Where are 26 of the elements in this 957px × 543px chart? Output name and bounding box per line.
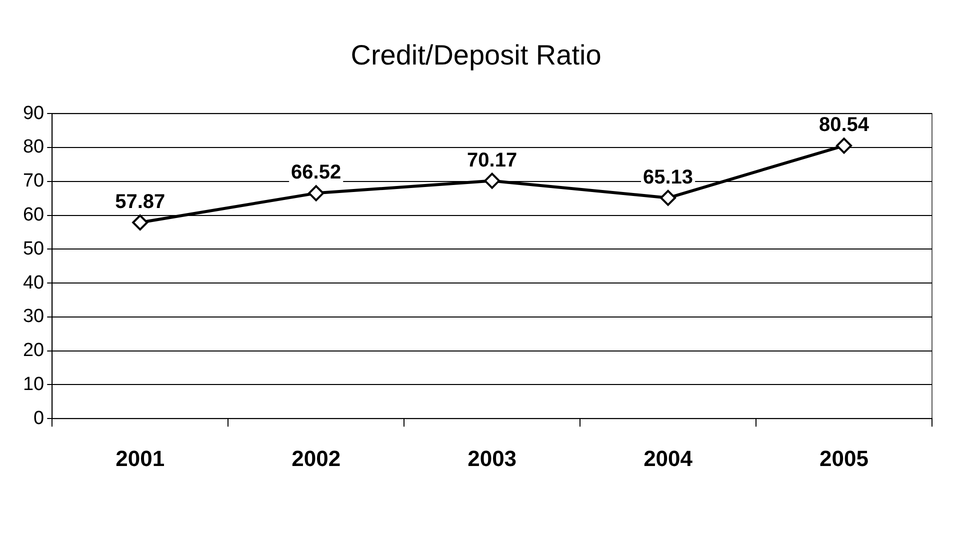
point [132,214,148,230]
y-tick-label: 80 [22,136,44,158]
chart-title: Credit/Deposit Ratio [350,40,602,71]
point [484,172,500,189]
data-label: 66.52 [291,162,342,184]
x-tick-label: 2003 [468,446,517,471]
point [836,138,852,154]
y-tick-label: 10 [22,374,44,395]
y-tick-label: 30 [22,306,44,328]
data-label: 70.17 [467,149,518,172]
y-tick-label: 50 [22,238,44,260]
data-label: 65.13 [643,166,694,188]
y-tick-label: 70 [22,170,44,192]
y-tick-label: 40 [22,272,44,294]
x-tick-label: 2004 [644,446,694,471]
data-label: 57.87 [115,191,166,213]
x-tick-label: 2005 [820,446,868,471]
x-tick-label: 2001 [116,446,165,471]
y-tick-label: 90 [22,102,44,124]
x-tick-label: 2002 [292,446,341,471]
y-tick-label: 0 [34,408,44,429]
y-tick-label: 60 [22,204,44,226]
point [308,185,324,202]
y-tick-label: 20 [22,340,44,362]
point [660,190,676,206]
data-label: 80.54 [818,114,870,136]
